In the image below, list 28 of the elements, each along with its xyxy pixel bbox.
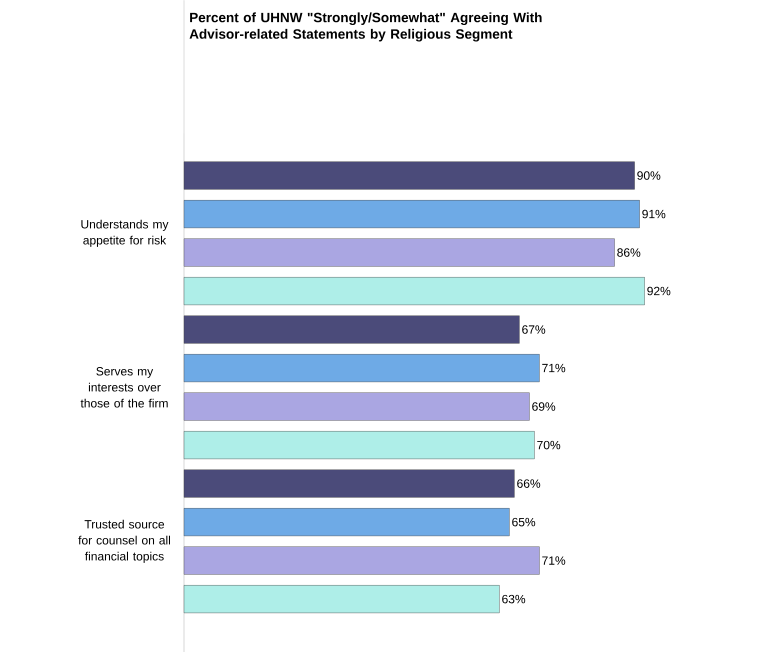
y-tick-label: Serves my interests over those of the firm — [80, 366, 168, 408]
bar — [184, 546, 540, 574]
data-label: 70% — [537, 440, 560, 450]
chart-title: Percent of UHNW "Strongly/Somewhat" Agreeing With Advisor-related Statements by Religious Segment — [190, 12, 542, 42]
y-tick-label: Understands my appetite for risk — [81, 220, 168, 247]
bar — [184, 238, 615, 266]
bar — [184, 508, 510, 536]
data-label: 63% — [502, 594, 526, 604]
data-label: 69% — [532, 402, 556, 411]
data-label: 65% — [512, 518, 536, 526]
bar — [184, 354, 540, 382]
bar — [184, 200, 640, 228]
bar — [184, 392, 530, 420]
data-label: 90% — [637, 171, 660, 180]
data-label: 66% — [517, 479, 540, 488]
data-label: 92% — [647, 286, 670, 296]
bar — [184, 161, 635, 190]
bar — [184, 584, 500, 613]
data-label: 71% — [542, 556, 566, 565]
y-tick-label: Trusted source for counsel on all financial topics — [78, 520, 170, 563]
data-label: 86% — [617, 248, 640, 257]
data-label: 91% — [642, 210, 666, 218]
bar — [184, 315, 520, 344]
bar — [184, 430, 535, 459]
data-label: 67% — [522, 325, 546, 334]
data-label: 71% — [542, 364, 566, 372]
bar — [184, 469, 515, 498]
bar — [184, 276, 645, 305]
